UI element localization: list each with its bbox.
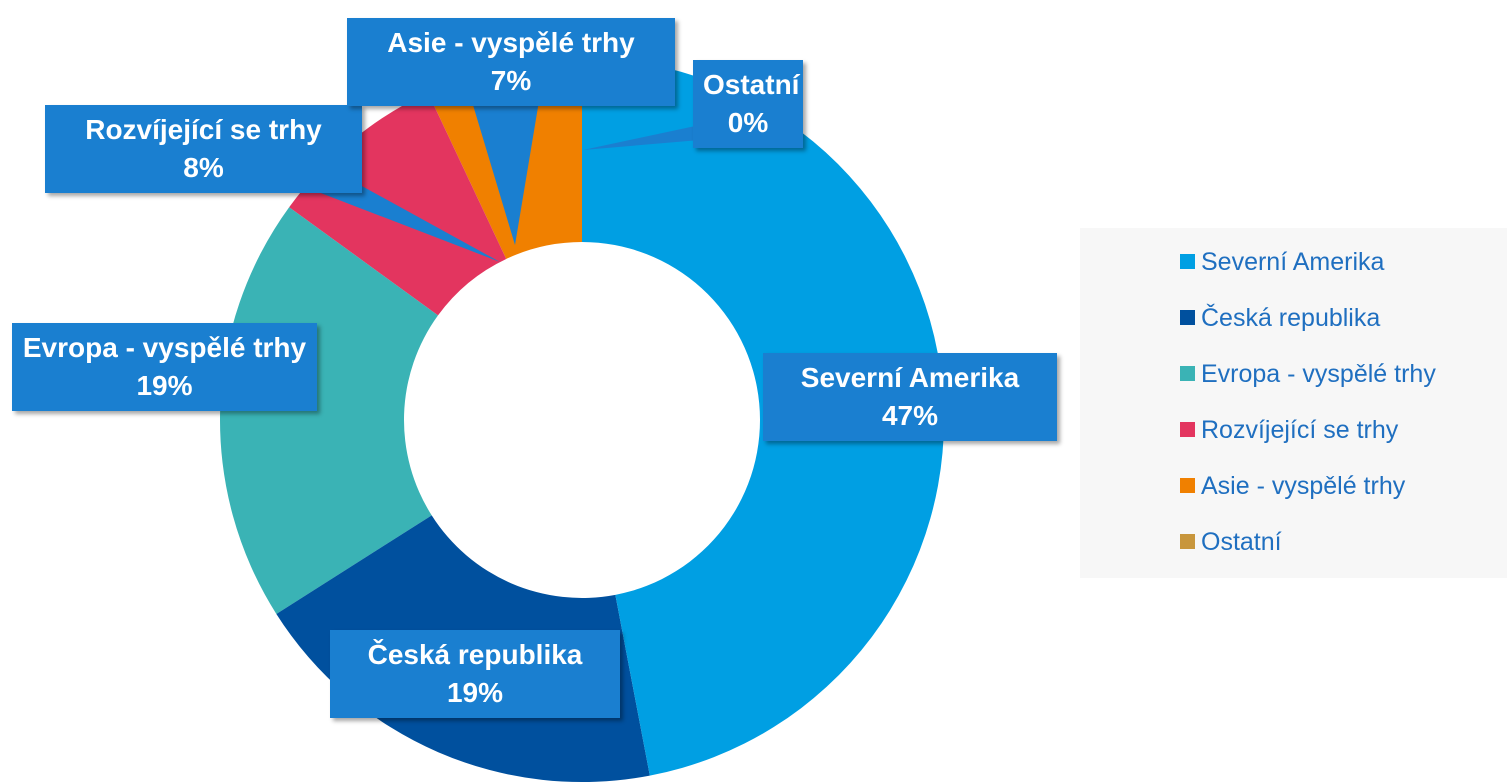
legend-item: Česká republika [1180, 304, 1380, 333]
legend-text: Severní Amerika [1201, 248, 1385, 276]
label-value: 47% [881, 400, 939, 431]
legend-item: Asie - vyspělé trhy [1180, 472, 1405, 501]
legend-text: Česká republika [1201, 304, 1381, 332]
data-label: Česká republika 19% [330, 630, 620, 718]
callout-pointers [300, 95, 700, 262]
label-name: Ostatní [703, 69, 800, 100]
legend-item: Evropa - vyspělé trhy [1180, 360, 1436, 389]
legend-item: Ostatní [1180, 528, 1282, 557]
legend-item: Severní Amerika [1180, 248, 1384, 277]
label-value: 19% [446, 677, 504, 708]
legend-text: Rozvíjející se trhy [1201, 416, 1399, 444]
legend-swatch [1180, 534, 1195, 549]
slice [220, 207, 438, 614]
pointer [300, 185, 500, 262]
legend-swatch [1180, 478, 1195, 493]
label-name: Severní Amerika [800, 362, 1020, 393]
label-value: 0% [727, 107, 769, 138]
legend-swatch [1180, 422, 1195, 437]
pointer [470, 95, 540, 245]
legend-text: Evropa - vyspělé trhy [1201, 360, 1436, 388]
data-label: Severní Amerika 47% [763, 353, 1057, 441]
legend-text: Ostatní [1201, 528, 1282, 556]
data-label: Ostatní 0% [693, 60, 803, 148]
label-name: Asie - vyspělé trhy [387, 27, 635, 58]
legend-swatch [1180, 366, 1195, 381]
data-label: Rozvíjející se trhy 8% [45, 105, 362, 193]
legend-text: Asie - vyspělé trhy [1201, 472, 1406, 500]
label-name: Česká republika [367, 639, 583, 670]
label-name: Rozvíjející se trhy [85, 114, 322, 145]
data-label: Evropa - vyspělé trhy 19% [12, 323, 317, 411]
data-label: Asie - vyspělé trhy 7% [347, 18, 675, 106]
pointer [583, 125, 700, 150]
legend-swatch [1180, 254, 1195, 269]
label-name: Evropa - vyspělé trhy [22, 332, 307, 363]
legend-item: Rozvíjející se trhy [1180, 416, 1398, 445]
label-value: 19% [136, 370, 193, 401]
legend: Severní Amerika Česká republika Evropa - v… [1080, 228, 1507, 578]
label-value: 7% [490, 65, 532, 96]
legend-swatch [1180, 310, 1195, 325]
label-value: 8% [183, 152, 224, 183]
